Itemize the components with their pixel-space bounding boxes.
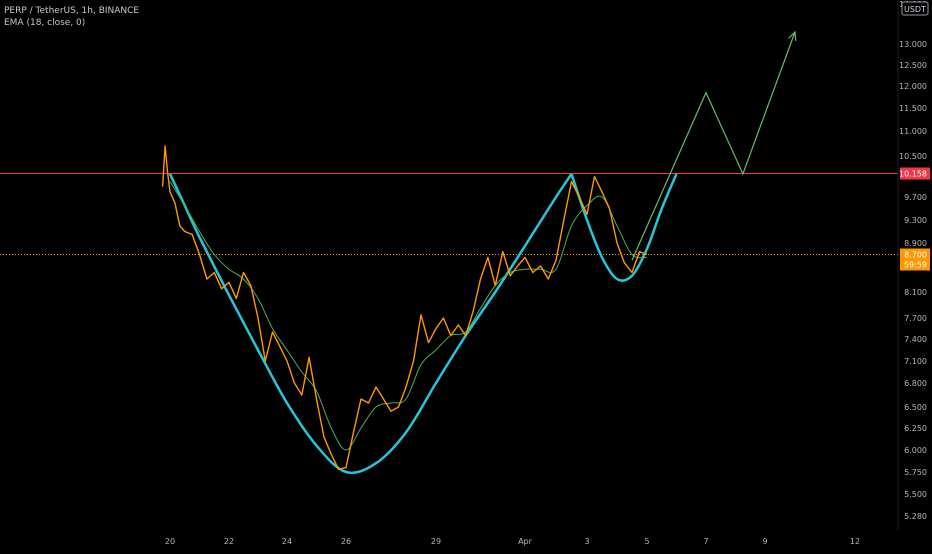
y-tick-label: 7.100 xyxy=(904,357,927,366)
x-tick-label: Apr xyxy=(518,537,533,546)
ema-line[interactable] xyxy=(169,181,648,451)
countdown-label: 59:59 xyxy=(904,261,927,270)
x-tick-label: 12 xyxy=(850,537,860,546)
last-price-tag xyxy=(900,248,930,271)
resistance-price-tag xyxy=(900,167,930,180)
y-tick-label: 8.900 xyxy=(904,239,927,248)
y-tick-label: 13.000 xyxy=(899,40,927,49)
y-tick-label: 5.500 xyxy=(904,490,927,499)
y-tick-label: 10.500 xyxy=(899,152,927,161)
symbol-title[interactable]: PERP / TetherUS, 1h, BINANCE xyxy=(4,6,140,16)
y-tick-label: 9.700 xyxy=(904,193,927,202)
currency-badge-label: USDT xyxy=(904,5,926,14)
indicator-label[interactable]: EMA (18, close, 0) xyxy=(4,18,86,28)
y-tick-label: 7.400 xyxy=(904,335,927,344)
y-tick-label: 5.280 xyxy=(904,512,927,521)
projection-arrowhead xyxy=(788,30,797,42)
x-tick-label: 29 xyxy=(431,537,441,546)
y-tick-label: 12.500 xyxy=(899,61,927,70)
projection-path[interactable] xyxy=(631,31,796,261)
y-tick-label: 6.000 xyxy=(904,446,927,455)
handle-curve[interactable] xyxy=(570,173,678,282)
y-tick-label: 11.000 xyxy=(899,127,927,136)
price-line[interactable] xyxy=(161,145,648,471)
chart-legend: PERP / TetherUS, 1h, BINANCE EMA (18, cl… xyxy=(4,5,139,29)
y-tick-label: 5.750 xyxy=(904,468,927,477)
x-tick-label: 5 xyxy=(644,537,649,546)
y-tick-label: 7.700 xyxy=(904,314,927,323)
cup-curve[interactable] xyxy=(168,173,573,475)
y-tick-label: 6.500 xyxy=(904,403,927,412)
y-tick-label: 6.250 xyxy=(904,424,927,433)
x-tick-label: 24 xyxy=(282,537,292,546)
x-tick-label: 26 xyxy=(341,537,351,546)
x-tick-label: 20 xyxy=(165,537,175,546)
currency-badge[interactable] xyxy=(901,1,929,16)
last-price-label: 8.700 xyxy=(904,251,927,260)
y-tick-label: 8.100 xyxy=(904,288,927,297)
y-tick-label: 11.500 xyxy=(899,104,927,113)
y-tick-label: 12.000 xyxy=(899,82,927,91)
x-tick-label: 7 xyxy=(703,537,708,546)
y-tick-label: 9.300 xyxy=(904,216,927,225)
y-tick-label: 6.800 xyxy=(904,379,927,388)
resistance-price-label: 10.158 xyxy=(899,170,927,179)
x-tick-label: 9 xyxy=(762,537,767,546)
x-tick-label: 22 xyxy=(224,537,234,546)
x-tick-label: 3 xyxy=(584,537,589,546)
